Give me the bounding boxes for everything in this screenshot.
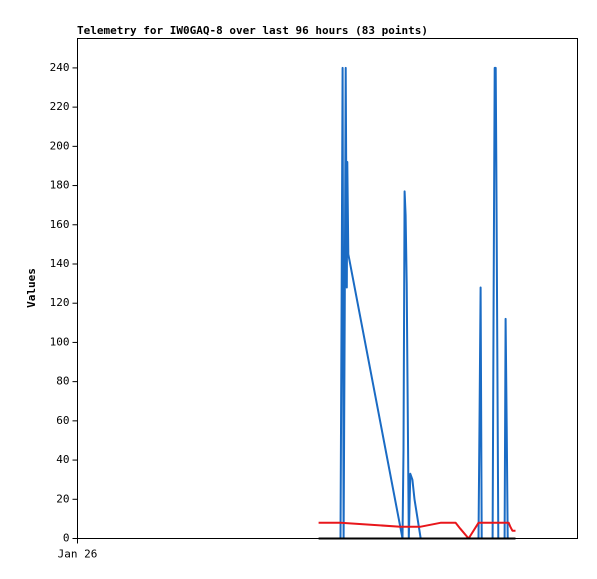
series-line [339, 66, 509, 540]
y-tick-label: 140 [50, 257, 70, 270]
y-tick-label: 20 [56, 492, 69, 505]
y-tick-label: 200 [50, 139, 70, 152]
y-tick-label: 160 [50, 218, 70, 231]
plot-frame [77, 38, 578, 539]
y-tick-label: 180 [50, 179, 70, 192]
y-tick-label: 120 [50, 296, 70, 309]
x-tick-label: Jan 26 [58, 548, 98, 561]
y-axis-label: Values [25, 268, 38, 308]
y-tick-label: 40 [56, 453, 69, 466]
y-tick-label: 220 [50, 100, 70, 113]
chart-title: Telemetry for IW0GAQ-8 over last 96 hour… [77, 24, 428, 37]
y-tick-label: 0 [63, 532, 70, 545]
y-tick-label: 240 [50, 61, 70, 74]
y-tick-label: 60 [56, 414, 69, 427]
series-line [318, 521, 516, 540]
y-tick-label: 100 [50, 335, 70, 348]
y-tick-label: 80 [56, 375, 69, 388]
